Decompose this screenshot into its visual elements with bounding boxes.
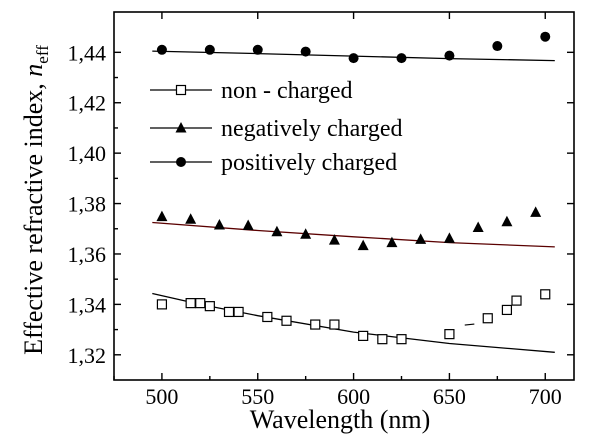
data-point xyxy=(396,334,407,345)
y-axis-title-symbol: n xyxy=(19,64,48,77)
data-point xyxy=(472,221,484,233)
data-point xyxy=(204,301,215,312)
x-tick-label: 500 xyxy=(145,384,178,409)
legend-marker xyxy=(175,122,187,133)
data-point xyxy=(271,225,283,237)
data-point xyxy=(444,329,455,340)
data-point xyxy=(156,44,167,55)
data-point xyxy=(156,210,168,222)
legend-label: negatively charged xyxy=(221,116,402,142)
legend-label: non - charged xyxy=(221,78,353,104)
data-point xyxy=(530,206,542,217)
data-point xyxy=(204,44,215,55)
data-point xyxy=(195,298,206,309)
plot-frame xyxy=(113,11,575,381)
data-point xyxy=(501,304,513,316)
y-axis-title-main: Effective refractive index, xyxy=(19,77,48,355)
data-point xyxy=(328,234,340,245)
data-point xyxy=(443,232,455,243)
data-point xyxy=(185,298,196,309)
data-point xyxy=(233,306,244,318)
data-points xyxy=(156,31,551,345)
x-tick-label: 700 xyxy=(529,384,562,409)
data-point xyxy=(444,50,455,61)
data-point xyxy=(540,289,551,300)
data-point xyxy=(386,236,398,248)
data-point xyxy=(377,334,388,345)
legend-marker xyxy=(176,157,186,167)
y-tick-label: 1,38 xyxy=(68,192,107,217)
data-point xyxy=(511,295,522,306)
y-axis-title-subscript: eff xyxy=(33,45,52,64)
legend: non - charged negatively charged positivel… xyxy=(150,78,402,176)
fit-line-segment xyxy=(464,323,475,326)
data-point xyxy=(492,41,503,52)
y-tick-label: 1,36 xyxy=(68,242,107,267)
data-point xyxy=(540,31,551,42)
data-point xyxy=(501,215,513,227)
data-point xyxy=(300,228,312,239)
x-tick-label: 650 xyxy=(433,384,466,409)
data-point xyxy=(357,239,369,251)
y-tick-label: 1,40 xyxy=(68,141,107,166)
data-point xyxy=(223,306,235,318)
data-point xyxy=(213,218,225,230)
legend-marker xyxy=(175,84,187,96)
data-point xyxy=(396,53,407,64)
data-point xyxy=(300,46,311,57)
legend-label: positively charged xyxy=(221,150,397,176)
fit-line xyxy=(152,221,555,248)
x-tick-label: 550 xyxy=(241,384,274,409)
y-tick-label: 1,44 xyxy=(68,40,107,65)
y-tick-label: 1,34 xyxy=(68,292,107,317)
data-point xyxy=(252,44,263,55)
y-axis-title: Effective refractive index, neff xyxy=(19,45,52,355)
data-point xyxy=(482,313,493,324)
data-point xyxy=(242,219,254,230)
y-tick-label: 1,32 xyxy=(68,343,107,368)
data-point xyxy=(310,319,321,330)
data-point xyxy=(358,330,369,341)
y-tick-label: 1,42 xyxy=(68,91,107,116)
data-point xyxy=(185,213,197,224)
axes-group: 500 550 600 650 700 1,32 1,34 1,36 1,38 1,40 1,42 1… xyxy=(68,11,575,409)
data-point xyxy=(348,53,359,64)
data-point xyxy=(156,299,168,310)
data-point xyxy=(329,319,340,330)
data-point xyxy=(281,315,292,326)
x-tick-label: 600 xyxy=(337,384,370,409)
data-point xyxy=(262,311,273,323)
x-axis-title: Wavelength (nm) xyxy=(250,405,431,434)
data-point xyxy=(415,233,427,244)
